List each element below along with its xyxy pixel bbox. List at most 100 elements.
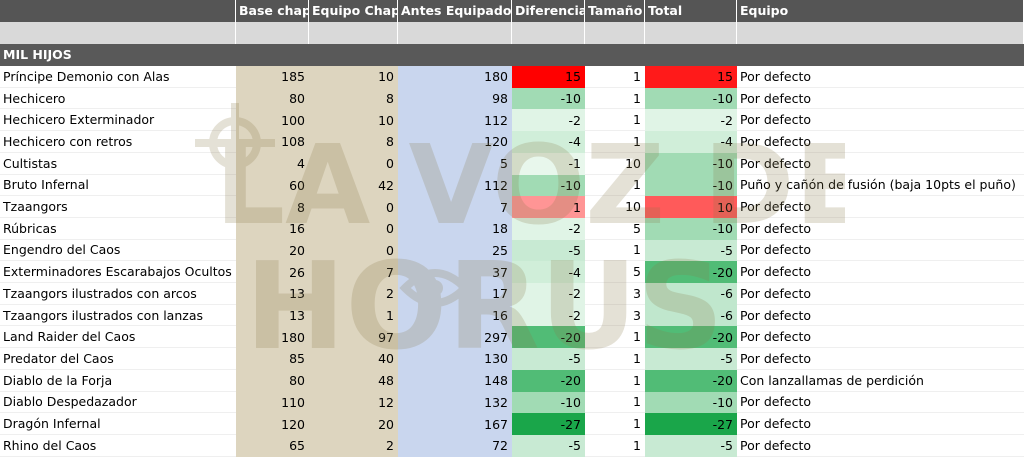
row-equipo-chap[interactable]: 7 (309, 261, 398, 284)
filter-cell[interactable] (585, 22, 645, 44)
row-name[interactable]: Rúbricas (0, 218, 236, 240)
row-total[interactable]: -4 (645, 131, 737, 153)
row-equipo[interactable]: Por defecto (737, 131, 1024, 153)
row-total[interactable]: -10 (645, 152, 737, 175)
row-antes-equipados[interactable]: 297 (398, 326, 512, 349)
row-diferencia[interactable]: -2 (512, 283, 585, 305)
row-equipo-chap[interactable]: 1 (309, 304, 398, 327)
row-antes-equipados[interactable]: 132 (398, 391, 512, 414)
row-diferencia[interactable]: -2 (512, 109, 585, 132)
row-base-chap[interactable]: 26 (236, 261, 309, 284)
row-tamano[interactable]: 1 (585, 392, 645, 414)
row-antes-equipados[interactable]: 167 (398, 413, 512, 435)
row-total[interactable]: -20 (645, 326, 737, 349)
row-name[interactable]: Dragón Infernal (0, 413, 236, 435)
row-name[interactable]: Hechicero (0, 88, 236, 110)
row-total[interactable]: -2 (645, 109, 737, 132)
row-tamano[interactable]: 1 (585, 240, 645, 262)
row-name[interactable]: Exterminadores Escarabajos Ocultos (0, 261, 236, 284)
row-antes-equipados[interactable]: 112 (398, 174, 512, 197)
row-diferencia[interactable]: -2 (512, 217, 585, 240)
row-diferencia[interactable]: -10 (512, 87, 585, 110)
row-base-chap[interactable]: 8 (236, 196, 309, 218)
row-name[interactable]: Land Raider del Caos (0, 326, 236, 349)
row-base-chap[interactable]: 80 (236, 369, 309, 392)
row-equipo[interactable]: Por defecto (737, 218, 1024, 240)
row-tamano[interactable]: 1 (585, 326, 645, 349)
row-tamano[interactable]: 1 (585, 413, 645, 435)
row-name[interactable]: Tzaangors (0, 196, 236, 218)
row-antes-equipados[interactable]: 72 (398, 434, 512, 457)
header-cell-total[interactable]: Total (645, 0, 737, 22)
row-antes-equipados[interactable]: 25 (398, 239, 512, 262)
row-base-chap[interactable]: 65 (236, 434, 309, 457)
row-name[interactable]: Diablo Despedazador (0, 392, 236, 414)
row-diferencia[interactable]: -1 (512, 152, 585, 175)
row-equipo-chap[interactable]: 8 (309, 131, 398, 153)
row-diferencia[interactable]: 1 (512, 196, 585, 218)
row-equipo-chap[interactable]: 2 (309, 283, 398, 305)
row-diferencia[interactable]: -5 (512, 239, 585, 262)
row-equipo-chap[interactable]: 10 (309, 109, 398, 132)
row-tamano[interactable]: 3 (585, 305, 645, 327)
row-antes-equipados[interactable]: 16 (398, 304, 512, 327)
row-base-chap[interactable]: 80 (236, 87, 309, 110)
row-total[interactable]: -5 (645, 348, 737, 370)
row-total[interactable]: 10 (645, 196, 737, 218)
row-antes-equipados[interactable]: 18 (398, 217, 512, 240)
row-equipo[interactable]: Por defecto (737, 326, 1024, 349)
row-name[interactable]: Hechicero con retros (0, 131, 236, 153)
filter-cell[interactable] (645, 22, 737, 44)
row-name[interactable]: Bruto Infernal (0, 175, 236, 197)
filter-cell[interactable] (512, 22, 585, 44)
row-name[interactable]: Tzaangors ilustrados con lanzas (0, 305, 236, 327)
row-name[interactable]: Príncipe Demonio con Alas (0, 66, 236, 88)
row-equipo-chap[interactable]: 0 (309, 196, 398, 218)
row-base-chap[interactable]: 180 (236, 326, 309, 349)
row-tamano[interactable]: 1 (585, 435, 645, 457)
row-antes-equipados[interactable]: 120 (398, 131, 512, 153)
row-total[interactable]: -5 (645, 434, 737, 457)
row-total[interactable]: 15 (645, 66, 737, 88)
filter-cell[interactable] (0, 22, 236, 44)
row-name[interactable]: Hechicero Exterminador (0, 109, 236, 132)
row-base-chap[interactable]: 16 (236, 217, 309, 240)
header-cell-name[interactable] (0, 0, 236, 22)
row-tamano[interactable]: 1 (585, 348, 645, 370)
row-base-chap[interactable]: 110 (236, 391, 309, 414)
row-equipo[interactable]: Por defecto (737, 305, 1024, 327)
row-antes-equipados[interactable]: 98 (398, 87, 512, 110)
row-name[interactable]: Engendro del Caos (0, 240, 236, 262)
row-base-chap[interactable]: 13 (236, 283, 309, 305)
row-name[interactable]: Tzaangors ilustrados con arcos (0, 283, 236, 305)
row-diferencia[interactable]: -5 (512, 348, 585, 370)
row-equipo[interactable]: Por defecto (737, 413, 1024, 435)
header-cell-equipo[interactable]: Equipo (737, 0, 1024, 22)
row-total[interactable]: -10 (645, 217, 737, 240)
row-equipo-chap[interactable]: 0 (309, 239, 398, 262)
row-antes-equipados[interactable]: 5 (398, 152, 512, 175)
row-tamano[interactable]: 1 (585, 370, 645, 392)
row-tamano[interactable]: 1 (585, 66, 645, 88)
row-equipo[interactable]: Por defecto (737, 261, 1024, 284)
row-base-chap[interactable]: 4 (236, 152, 309, 175)
row-name[interactable]: Rhino del Caos (0, 435, 236, 457)
row-equipo[interactable]: Por defecto (737, 240, 1024, 262)
filter-cell[interactable] (398, 22, 512, 44)
row-equipo[interactable]: Por defecto (737, 348, 1024, 370)
row-antes-equipados[interactable]: 7 (398, 196, 512, 218)
row-diferencia[interactable]: 15 (512, 66, 585, 88)
row-antes-equipados[interactable]: 37 (398, 261, 512, 284)
row-equipo-chap[interactable]: 12 (309, 391, 398, 414)
row-antes-equipados[interactable]: 180 (398, 66, 512, 88)
row-equipo-chap[interactable]: 40 (309, 348, 398, 370)
row-antes-equipados[interactable]: 112 (398, 109, 512, 132)
row-total[interactable]: -27 (645, 413, 737, 435)
row-equipo-chap[interactable]: 2 (309, 434, 398, 457)
row-tamano[interactable]: 3 (585, 283, 645, 305)
row-equipo[interactable]: Por defecto (737, 392, 1024, 414)
row-base-chap[interactable]: 60 (236, 174, 309, 197)
row-total[interactable]: -6 (645, 283, 737, 305)
row-diferencia[interactable]: -27 (512, 413, 585, 435)
row-base-chap[interactable]: 120 (236, 413, 309, 435)
